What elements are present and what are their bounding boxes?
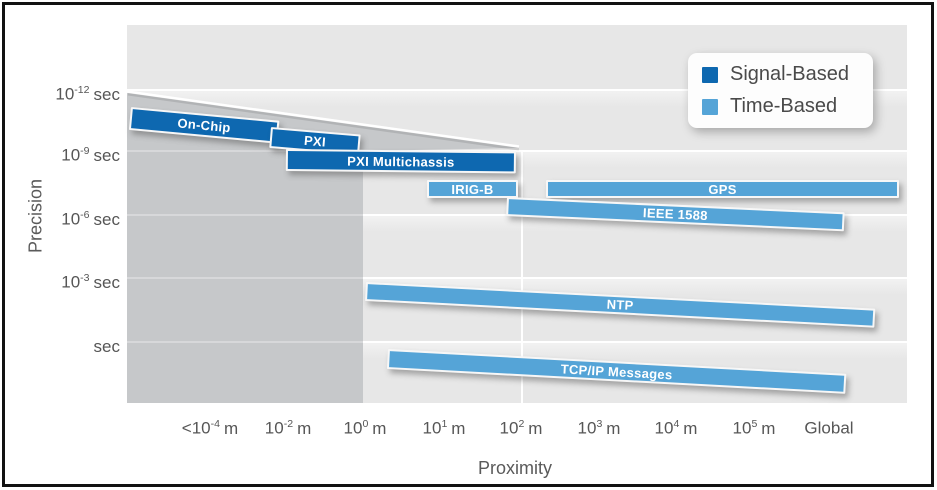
legend: Signal-Based Time-Based xyxy=(688,53,873,128)
gridline-10e-3 xyxy=(127,277,907,279)
bar-gps: GPS xyxy=(546,180,899,198)
x-tick-10e-2-m: 10-2 m xyxy=(264,418,312,438)
plot-area: On-Chip PXI PXI Multichassis IRIG-B GPS … xyxy=(127,25,907,403)
x-axis-title: Proximity xyxy=(477,458,552,478)
gridline-sec xyxy=(127,341,907,343)
y-tick-10e-3-sec: 10-3 sec xyxy=(61,272,120,292)
bar-on-chip-label: On-Chip xyxy=(176,115,232,136)
gridline-10e-12 xyxy=(127,89,907,91)
y-axis-title: Precision xyxy=(25,178,46,254)
x-tick-10e2-m: 102 m xyxy=(499,418,543,438)
legend-item-time-based: Time-Based xyxy=(702,95,873,118)
y-tick-10e-12-sec: 10-12 sec xyxy=(55,84,120,104)
bar-pxi-multichassis-label: PXI Multichassis xyxy=(347,153,455,170)
bar-irig-b: IRIG-B xyxy=(427,180,518,198)
legend-label-signal-based: Signal-Based xyxy=(730,63,849,85)
bar-pxi-multichassis: PXI Multichassis xyxy=(285,149,516,174)
x-tick-10e0-m: 100 m xyxy=(343,418,387,438)
bar-tcpip-messages-label: TCP/IP Messages xyxy=(560,360,673,382)
bar-irig-b-label: IRIG-B xyxy=(451,181,494,197)
y-tick-10e-9-sec: 10-9 sec xyxy=(61,145,120,165)
signal-region-wedge xyxy=(127,90,520,403)
y-tick-sec: sec xyxy=(93,336,120,356)
x-tick-10e5-m: 105 m xyxy=(732,418,776,438)
bar-ieee-1588-label: IEEE 1588 xyxy=(642,205,709,224)
gridline-10e2m-vertical xyxy=(521,151,523,403)
bar-ntp-label: NTP xyxy=(606,296,634,314)
bar-pxi-label: PXI xyxy=(303,132,327,150)
x-tick-10e4-m: 104 m xyxy=(654,418,698,438)
legend-swatch-time-based xyxy=(702,98,718,115)
legend-item-signal-based: Signal-Based xyxy=(702,63,873,86)
bar-gps-label: GPS xyxy=(708,181,737,197)
gridline-10e-9 xyxy=(127,150,907,152)
x-tick-lt10e-4-m: <10-4 m xyxy=(181,418,239,438)
x-tick-global: Global xyxy=(804,418,854,438)
x-tick-10e3-m: 103 m xyxy=(577,418,621,438)
legend-swatch-signal-based xyxy=(702,66,718,83)
legend-label-time-based: Time-Based xyxy=(730,95,838,117)
y-tick-10e-6-sec: 10-6 sec xyxy=(61,209,120,229)
x-tick-10e1-m: 101 m xyxy=(422,418,466,438)
